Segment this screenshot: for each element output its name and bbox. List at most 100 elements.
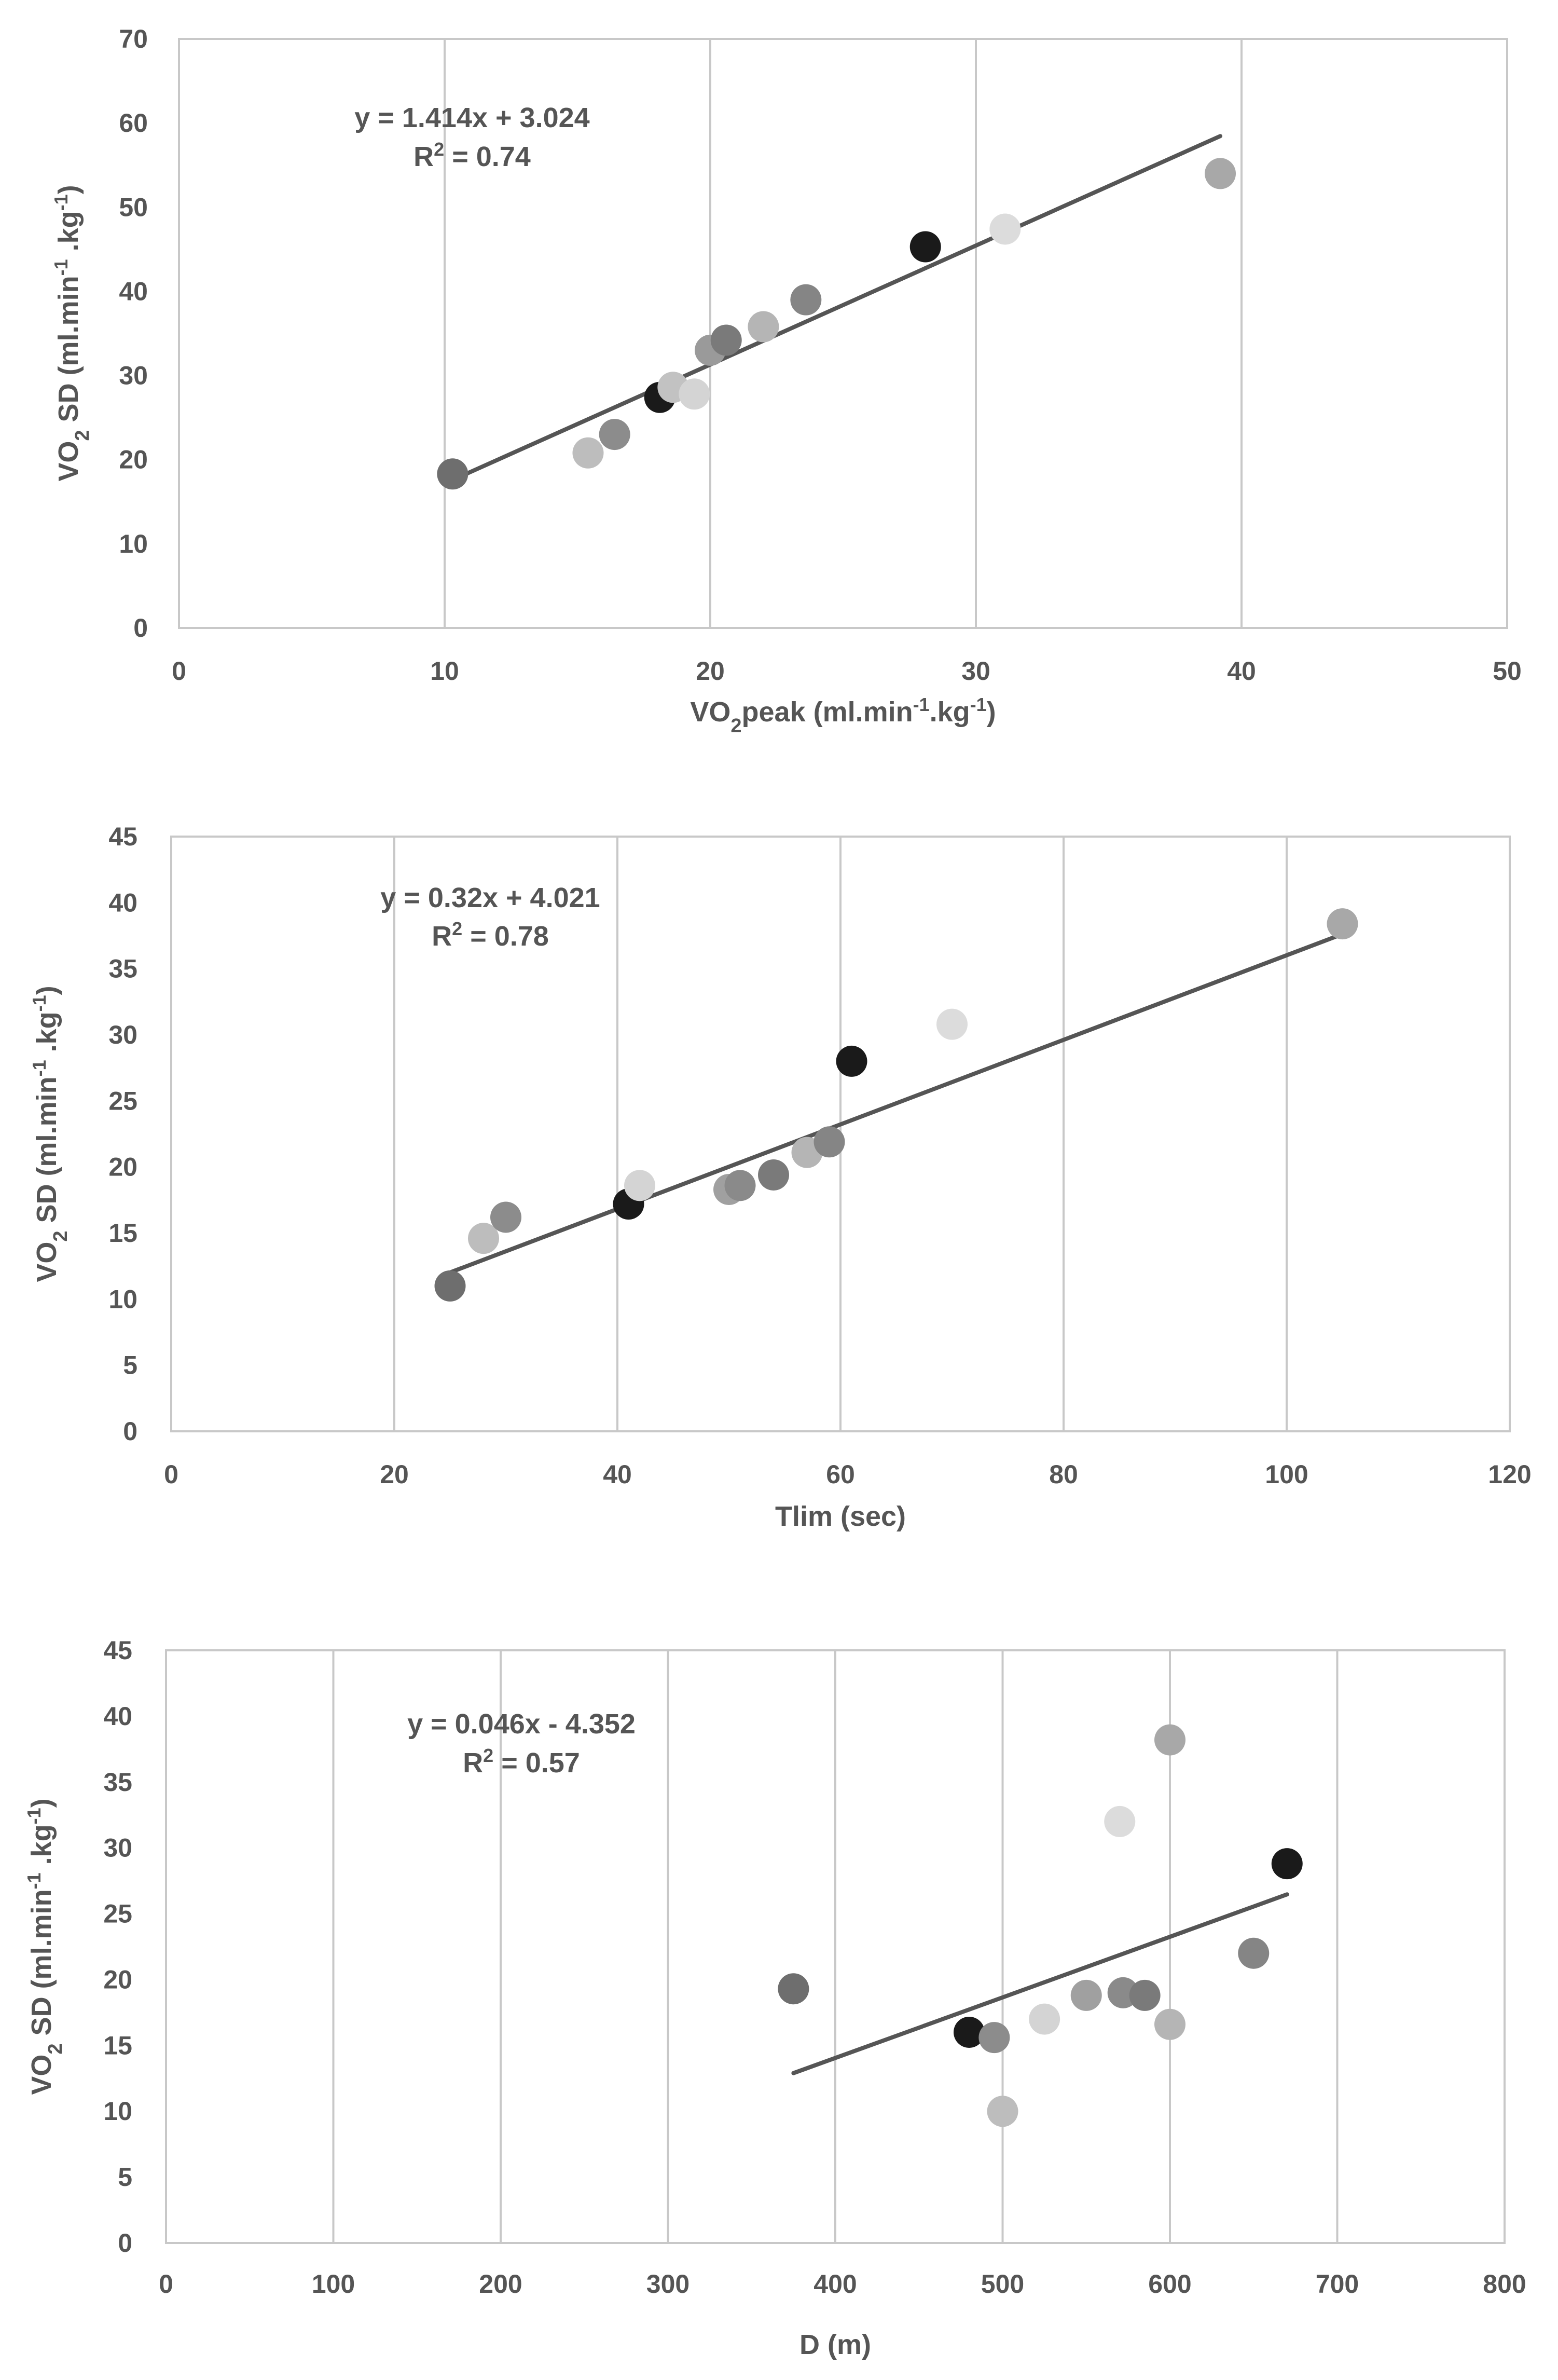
data-point-6 <box>1070 1979 1102 2011</box>
y-tick-label-10: 10 <box>108 1284 137 1314</box>
x-tick-label-600: 600 <box>1148 2269 1191 2299</box>
x-tick-label-500: 500 <box>981 2269 1024 2299</box>
data-point-7 <box>724 1170 756 1201</box>
y-tick-label-45: 45 <box>108 822 137 851</box>
y-tick-label-45: 45 <box>103 1636 132 1665</box>
r-squared-value: = 0.74 <box>444 141 531 172</box>
data-point-2 <box>468 1223 499 1254</box>
data-point-2 <box>572 437 604 469</box>
data-point-12 <box>989 213 1021 245</box>
x-tick-label-20: 20 <box>696 656 725 686</box>
data-point-8 <box>710 324 742 356</box>
y-tick-label-20: 20 <box>103 1965 132 1994</box>
x-axis-title-sup2: -1 <box>970 694 987 715</box>
trendline-equation: y = 0.32x + 4.021 <box>380 882 600 913</box>
y-axis-title-rest3: ) <box>31 986 62 995</box>
x-tick-label-120: 120 <box>1488 1460 1531 1489</box>
x-axis-title-rest3: ) <box>987 696 996 728</box>
x-axis-title-sub: 2 <box>730 715 741 737</box>
data-point-8 <box>758 1159 789 1191</box>
x-tick-label-30: 30 <box>961 656 990 686</box>
y-axis-title-sup1: -1 <box>23 1872 45 1889</box>
y-axis-title-sup2: -1 <box>29 995 50 1011</box>
y-tick-label-50: 50 <box>119 193 148 222</box>
y-tick-label-40: 40 <box>119 277 148 306</box>
trendline <box>448 932 1345 1275</box>
r-squared-value: = 0.78 <box>462 921 549 952</box>
y-axis-title-sup1: -1 <box>50 259 72 276</box>
x-tick-label-80: 80 <box>1049 1460 1078 1489</box>
r-squared-prefix: R <box>463 1747 483 1779</box>
y-tick-label-0: 0 <box>123 1417 137 1446</box>
y-tick-label-60: 60 <box>119 108 148 138</box>
y-tick-label-5: 5 <box>123 1351 137 1380</box>
data-point-5 <box>1029 2003 1060 2035</box>
r-squared-prefix: R <box>432 921 452 952</box>
y-axis-title-sup2: -1 <box>50 194 72 211</box>
y-axis-title-rest2: .kg <box>26 1824 57 1872</box>
r-squared-label: R2 = 0.74 <box>413 139 531 173</box>
data-point-5 <box>624 1170 655 1201</box>
x-axis-title-rest2: .kg <box>930 696 970 728</box>
y-axis-title-rest1: SD (ml.min <box>31 1076 62 1230</box>
y-axis-title: VO2 SD (ml.min-1 .kg-1) <box>50 185 94 481</box>
y-axis-title-rest1: SD (ml.min <box>26 1889 57 2043</box>
y-tick-label-40: 40 <box>103 1702 132 1731</box>
x-tick-label-200: 200 <box>479 2269 522 2299</box>
x-tick-label-100: 100 <box>312 2269 355 2299</box>
y-axis-title-sub: 2 <box>50 1230 72 1241</box>
r-squared-sup: 2 <box>483 1745 493 1766</box>
data-point-10 <box>790 284 822 316</box>
r-squared-label: R2 = 0.57 <box>463 1745 580 1779</box>
data-point-10 <box>1154 1724 1185 1756</box>
x-tick-label-0: 0 <box>159 2269 173 2299</box>
trendline <box>463 134 1223 476</box>
x-axis-title-rest1: peak (ml.min <box>742 696 913 728</box>
y-tick-label-40: 40 <box>108 888 137 917</box>
y-axis-title-rest2: .kg <box>31 1011 62 1060</box>
data-point-9 <box>1129 1979 1161 2011</box>
data-point-7 <box>1104 1805 1136 1837</box>
x-tick-label-40: 40 <box>1227 656 1256 686</box>
trendline-equation: y = 1.414x + 3.024 <box>354 102 589 133</box>
trendline-equation: y = 0.046x - 4.352 <box>407 1708 636 1740</box>
data-point-4 <box>987 2096 1018 2127</box>
y-axis-title-base: VO <box>26 2055 57 2095</box>
y-tick-label-20: 20 <box>108 1153 137 1182</box>
r-squared-label: R2 = 0.78 <box>432 918 549 952</box>
y-tick-label-10: 10 <box>119 529 148 558</box>
x-tick-label-100: 100 <box>1265 1460 1308 1489</box>
y-axis-title-rest2: .kg <box>53 211 84 259</box>
x-tick-label-300: 300 <box>646 2269 690 2299</box>
r-squared-sup: 2 <box>452 918 462 939</box>
data-point-11 <box>836 1045 867 1077</box>
data-point-2 <box>954 2016 985 2048</box>
chart-distance: 0 100 200 300 400 500 600 700 800 0 5 10 15 20 25 30 35 4… <box>0 1609 1558 2380</box>
y-axis-title-sup2: -1 <box>23 1808 45 1824</box>
chart-vo2peak: 0 10 20 30 40 50 0 10 20 30 40 50 60 70 VO2peak (ml.mi… <box>0 0 1558 758</box>
y-tick-label-5: 5 <box>118 2163 132 2192</box>
data-point-3 <box>978 2022 1010 2054</box>
y-axis-title-rest1: SD (ml.min <box>53 276 84 430</box>
r-squared-prefix: R <box>413 141 434 172</box>
y-tick-label-30: 30 <box>119 361 148 390</box>
data-point-11 <box>1154 2008 1185 2040</box>
data-point-1 <box>434 1270 466 1302</box>
y-tick-label-15: 15 <box>108 1219 137 1248</box>
data-point-10 <box>814 1126 845 1158</box>
y-tick-label-25: 25 <box>103 1899 132 1928</box>
x-axis-title: D (m) <box>799 2329 871 2360</box>
y-tick-label-30: 30 <box>108 1020 137 1049</box>
y-axis-title-base: VO <box>31 1242 62 1282</box>
y-tick-label-10: 10 <box>103 2097 132 2126</box>
data-point-3 <box>599 419 630 450</box>
y-axis-title-sub: 2 <box>72 430 93 441</box>
r-squared-sup: 2 <box>434 139 444 160</box>
y-tick-label-70: 70 <box>119 24 148 53</box>
data-point-1 <box>437 458 468 490</box>
data-point-9 <box>748 311 779 343</box>
y-tick-label-0: 0 <box>118 2228 132 2258</box>
data-point-3 <box>490 1201 521 1233</box>
trendline <box>791 1892 1289 2075</box>
x-tick-label-400: 400 <box>814 2269 857 2299</box>
